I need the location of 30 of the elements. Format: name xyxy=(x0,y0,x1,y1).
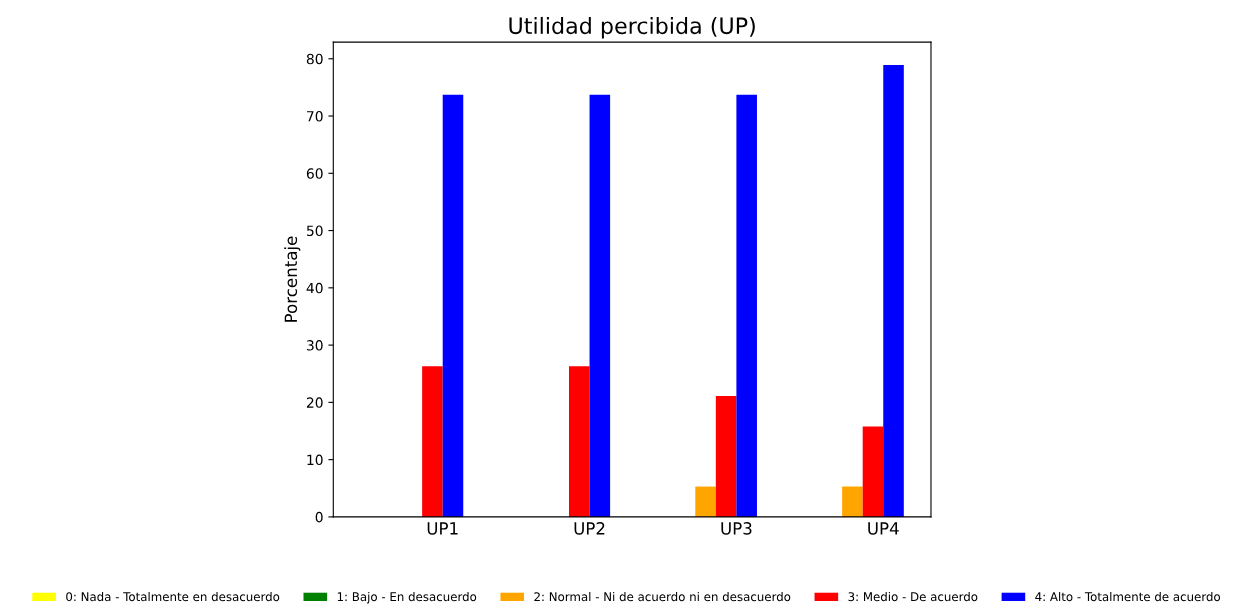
bar xyxy=(736,94,757,517)
y-tick-label: 40 xyxy=(306,282,323,294)
legend-label: 1: Bajo - En desacuerdo xyxy=(337,592,477,604)
y-tick-label: 60 xyxy=(306,168,323,179)
legend-label: 2: Normal - Ni de acuerdo ni en desacuerdo xyxy=(534,592,791,602)
y-tick-label: 0 xyxy=(315,511,323,523)
bar xyxy=(695,486,716,517)
y-tick-label: 50 xyxy=(306,225,323,237)
x-tick-label: UP3 xyxy=(721,522,752,535)
y-axis-title: Porcentaje xyxy=(284,236,301,322)
y-tick-label: 10 xyxy=(307,454,323,466)
x-tick-label: UP2 xyxy=(574,522,605,535)
bar xyxy=(862,426,884,517)
y-tick-label: 70 xyxy=(307,111,323,122)
chart-title: Utilidad percibida (UP) xyxy=(509,16,755,39)
y-tick-label: 20 xyxy=(306,397,323,408)
y-tick-label: 80 xyxy=(306,53,323,65)
bar xyxy=(442,94,464,517)
bar xyxy=(422,366,443,517)
bar xyxy=(715,396,737,517)
x-tick-label: UP1 xyxy=(427,522,458,535)
bar xyxy=(589,94,611,517)
bar xyxy=(568,366,590,517)
bar xyxy=(883,65,904,517)
bar xyxy=(842,486,863,517)
x-tick-label: UP4 xyxy=(868,522,899,535)
legend-label: 3: Medio - De acuerdo xyxy=(848,592,978,602)
legend-label: 4: Alto - Totalmente de acuerdo xyxy=(1035,592,1221,602)
y-tick-label: 30 xyxy=(306,340,323,351)
legend-label: 0: Nada - Totalmente en desacuerdo xyxy=(66,592,280,602)
